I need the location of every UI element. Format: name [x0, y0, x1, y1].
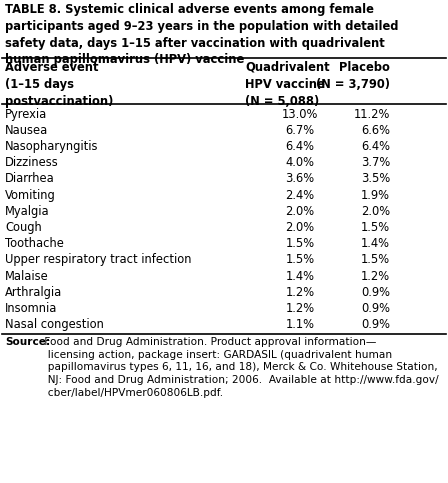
- Text: 1.4%: 1.4%: [285, 270, 314, 283]
- Text: Pyrexia: Pyrexia: [5, 108, 47, 121]
- Text: 0.9%: 0.9%: [361, 318, 390, 331]
- Text: Upper respiratory tract infection: Upper respiratory tract infection: [5, 254, 191, 267]
- Text: 13.0%: 13.0%: [282, 108, 318, 121]
- Text: Placebo
(N = 3,790): Placebo (N = 3,790): [316, 61, 390, 91]
- Text: Nasopharyngitis: Nasopharyngitis: [5, 140, 99, 153]
- Text: Insomnia: Insomnia: [5, 302, 57, 315]
- Text: 3.6%: 3.6%: [285, 172, 314, 185]
- Text: Nausea: Nausea: [5, 124, 48, 137]
- Text: 11.2%: 11.2%: [353, 108, 390, 121]
- Text: 6.4%: 6.4%: [285, 140, 314, 153]
- Text: Malaise: Malaise: [5, 270, 49, 283]
- Text: 1.5%: 1.5%: [361, 254, 390, 267]
- Text: Dizziness: Dizziness: [5, 156, 59, 169]
- Text: 6.6%: 6.6%: [361, 124, 390, 137]
- Text: Cough: Cough: [5, 221, 42, 234]
- Text: 1.2%: 1.2%: [361, 270, 390, 283]
- Text: 1.5%: 1.5%: [285, 254, 314, 267]
- Text: Diarrhea: Diarrhea: [5, 172, 55, 185]
- Text: Myalgia: Myalgia: [5, 205, 50, 218]
- Text: 1.9%: 1.9%: [361, 188, 390, 201]
- Text: 4.0%: 4.0%: [285, 156, 314, 169]
- Text: Nasal congestion: Nasal congestion: [5, 318, 104, 331]
- Text: 1.4%: 1.4%: [361, 237, 390, 250]
- Text: 2.4%: 2.4%: [285, 188, 314, 201]
- Text: 1.5%: 1.5%: [361, 221, 390, 234]
- Text: 1.2%: 1.2%: [285, 302, 314, 315]
- Text: 0.9%: 0.9%: [361, 302, 390, 315]
- Text: 1.2%: 1.2%: [285, 286, 314, 299]
- Text: Toothache: Toothache: [5, 237, 64, 250]
- Text: TABLE 8. Systemic clinical adverse events among female
participants aged 9–23 ye: TABLE 8. Systemic clinical adverse event…: [5, 3, 399, 66]
- Text: Arthralgia: Arthralgia: [5, 286, 62, 299]
- Text: 1.5%: 1.5%: [285, 237, 314, 250]
- Text: Food and Drug Administration. Product approval information—
  licensing action, : Food and Drug Administration. Product ap…: [41, 337, 439, 398]
- Text: 2.0%: 2.0%: [361, 205, 390, 218]
- Text: 6.7%: 6.7%: [285, 124, 314, 137]
- Text: 3.5%: 3.5%: [361, 172, 390, 185]
- Text: 1.1%: 1.1%: [285, 318, 314, 331]
- Text: Adverse event
(1–15 days
postvaccination): Adverse event (1–15 days postvaccination…: [5, 61, 113, 108]
- Text: Quadrivalent
HPV vaccine
(N = 5,088): Quadrivalent HPV vaccine (N = 5,088): [245, 61, 330, 108]
- Text: Source:: Source:: [5, 337, 50, 347]
- Text: 3.7%: 3.7%: [361, 156, 390, 169]
- Text: 2.0%: 2.0%: [285, 205, 314, 218]
- Text: Vomiting: Vomiting: [5, 188, 56, 201]
- Text: 0.9%: 0.9%: [361, 286, 390, 299]
- Text: 6.4%: 6.4%: [361, 140, 390, 153]
- Text: 2.0%: 2.0%: [285, 221, 314, 234]
